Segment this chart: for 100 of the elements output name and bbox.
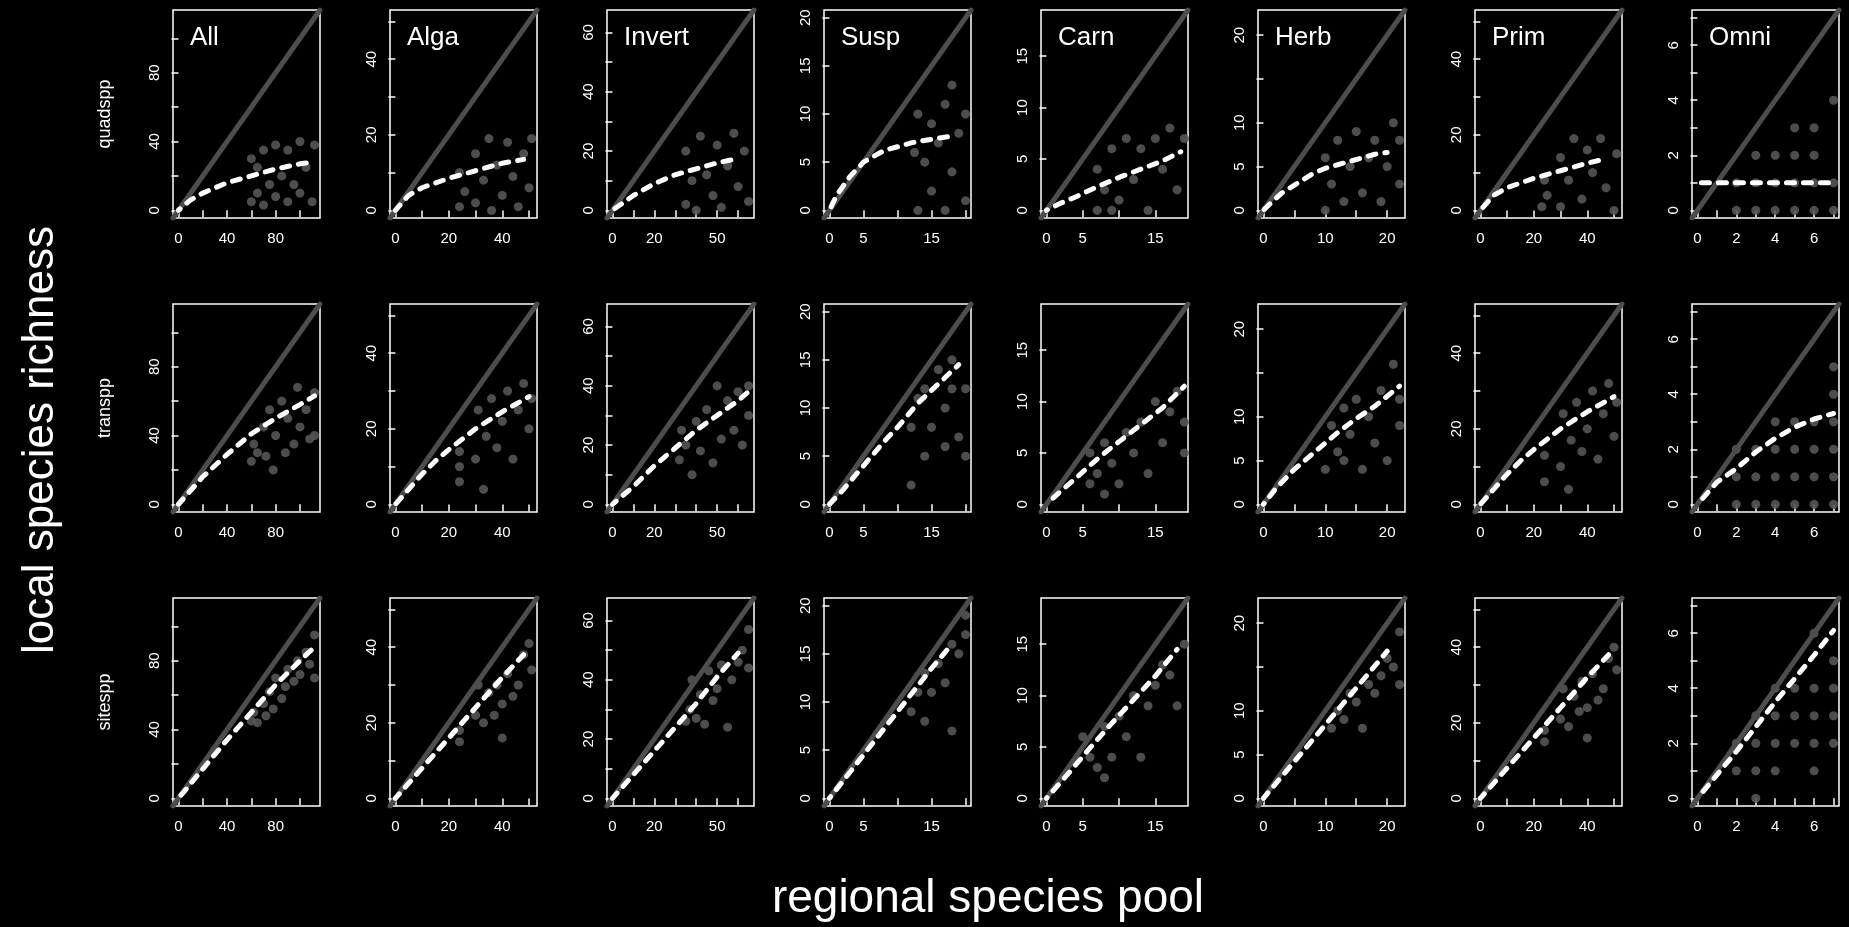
x-tick-label: 0 bbox=[1693, 817, 1702, 834]
x-tick-label: 40 bbox=[1578, 523, 1596, 540]
x-tick-label: 0 bbox=[825, 817, 834, 834]
x-tick-label: 5 bbox=[859, 229, 868, 246]
y-tick-label: 0 bbox=[1230, 794, 1247, 803]
x-tick-label: 0 bbox=[1693, 523, 1702, 540]
y-tick-label: 6 bbox=[1664, 41, 1681, 50]
x-tick-label: 0 bbox=[1042, 523, 1051, 540]
x-tick-label: 4 bbox=[1771, 229, 1780, 246]
y-tick-label: 5 bbox=[1013, 742, 1030, 752]
x-tick-label: 40 bbox=[493, 817, 511, 834]
y-tick-label: 15 bbox=[796, 645, 813, 663]
y-tick-label: 20 bbox=[1230, 320, 1247, 338]
y-tick-label: 10 bbox=[796, 105, 813, 123]
y-tick-label: 10 bbox=[796, 693, 813, 711]
x-tick-label: 20 bbox=[440, 817, 458, 834]
y-tick-label: 20 bbox=[1230, 614, 1247, 632]
x-tick-label: 20 bbox=[1378, 817, 1396, 834]
x-tick-label: 20 bbox=[645, 523, 663, 540]
y-tick-label: 40 bbox=[145, 721, 162, 738]
y-tick-label: 0 bbox=[1664, 500, 1681, 509]
x-tick-label: 20 bbox=[1525, 523, 1543, 540]
x-tick-label: 0 bbox=[391, 523, 400, 540]
x-tick-label: 15 bbox=[1146, 229, 1164, 246]
y-tick-label: 0 bbox=[796, 794, 813, 803]
y-tick-label: 20 bbox=[796, 9, 813, 27]
x-tick-label: 20 bbox=[440, 523, 458, 540]
y-tick-label: 20 bbox=[1447, 126, 1464, 144]
y-tick-label: 5 bbox=[1230, 162, 1247, 171]
x-tick-label: 40 bbox=[1578, 817, 1596, 834]
x-tick-label: 0 bbox=[1042, 229, 1051, 246]
x-tick-label: 15 bbox=[1146, 523, 1164, 540]
y-tick-label: 40 bbox=[145, 427, 162, 444]
y-tick-label: 0 bbox=[1447, 500, 1464, 509]
y-axis-title: quadspp bbox=[94, 79, 114, 149]
y-tick-label: 5 bbox=[796, 157, 813, 167]
x-tick-label: 0 bbox=[608, 229, 617, 246]
x-tick-label: 20 bbox=[645, 229, 663, 246]
x-tick-label: 2 bbox=[1732, 523, 1741, 540]
x-tick-label: 2 bbox=[1732, 817, 1741, 834]
y-tick-label: 80 bbox=[145, 64, 162, 82]
x-tick-label: 20 bbox=[440, 229, 458, 246]
x-tick-label: 0 bbox=[1476, 229, 1485, 246]
y-tick-label: 60 bbox=[579, 612, 596, 629]
x-tick-label: 0 bbox=[174, 817, 183, 834]
y-tick-label: 10 bbox=[1230, 702, 1247, 720]
y-tick-label: 2 bbox=[1664, 445, 1681, 454]
x-tick-label: 0 bbox=[825, 229, 834, 246]
x-tick-label: 0 bbox=[1259, 229, 1268, 246]
y-tick-label: 0 bbox=[1230, 206, 1247, 215]
x-tick-label: 50 bbox=[708, 523, 726, 540]
y-tick-label: 40 bbox=[579, 671, 596, 689]
y-tick-label: 5 bbox=[1013, 154, 1030, 164]
x-tick-label: 10 bbox=[1316, 523, 1334, 540]
y-tick-label: 40 bbox=[1447, 50, 1464, 68]
y-tick-label: 80 bbox=[145, 652, 162, 670]
y-tick-label: 5 bbox=[1013, 448, 1030, 458]
x-tick-label: 10 bbox=[1316, 229, 1334, 246]
y-tick-label: 0 bbox=[1013, 500, 1030, 509]
x-tick-label: 50 bbox=[708, 229, 726, 246]
y-tick-label: 6 bbox=[1664, 335, 1681, 344]
x-tick-label: 40 bbox=[493, 523, 511, 540]
y-tick-label: 0 bbox=[1013, 794, 1030, 803]
text: Herb bbox=[1275, 21, 1332, 51]
text: regional species pool bbox=[771, 869, 1205, 923]
x-tick-label: 2 bbox=[1732, 229, 1741, 246]
y-tick-label: 2 bbox=[1664, 739, 1681, 748]
x-tick-label: 6 bbox=[1809, 229, 1819, 246]
y-tick-label: 40 bbox=[362, 344, 379, 362]
y-tick-label: 20 bbox=[1230, 26, 1247, 44]
y-tick-label: 0 bbox=[1447, 794, 1464, 803]
x-tick-label: 5 bbox=[1078, 229, 1087, 246]
x-tick-label: 15 bbox=[923, 817, 940, 834]
y-tick-label: 10 bbox=[1013, 99, 1030, 116]
x-tick-label: 6 bbox=[1809, 523, 1819, 540]
y-tick-label: 0 bbox=[1664, 794, 1681, 803]
y-tick-label: 40 bbox=[145, 133, 162, 150]
y-tick-label: 15 bbox=[1013, 341, 1030, 359]
y-tick-label: 80 bbox=[145, 358, 162, 376]
y-tick-label: 15 bbox=[1013, 635, 1030, 653]
y-tick-label: 20 bbox=[579, 436, 596, 454]
y-tick-label: 4 bbox=[1664, 96, 1681, 105]
x-tick-label: 0 bbox=[174, 229, 183, 246]
x-tick-label: 0 bbox=[391, 817, 400, 834]
y-tick-label: 60 bbox=[579, 318, 596, 335]
text: Alga bbox=[407, 21, 460, 51]
x-tick-label: 0 bbox=[608, 523, 617, 540]
y-tick-label: 10 bbox=[1230, 408, 1247, 426]
y-tick-label: 40 bbox=[1447, 344, 1464, 362]
x-tick-label: 15 bbox=[923, 523, 940, 540]
y-tick-label: 40 bbox=[579, 83, 596, 101]
x-tick-label: 20 bbox=[1378, 229, 1396, 246]
x-tick-label: 50 bbox=[708, 817, 726, 834]
y-tick-label: 20 bbox=[362, 420, 379, 438]
y-tick-label: 0 bbox=[362, 500, 379, 509]
y-tick-label: 0 bbox=[362, 206, 379, 215]
x-tick-label: 0 bbox=[1259, 817, 1268, 834]
x-tick-label: 4 bbox=[1771, 523, 1780, 540]
y-tick-label: 15 bbox=[796, 351, 813, 369]
chart-title: Omni bbox=[1709, 21, 1772, 51]
